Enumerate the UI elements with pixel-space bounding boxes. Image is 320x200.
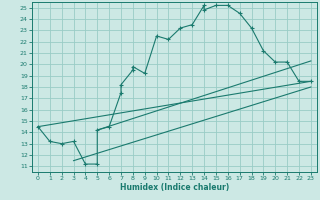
X-axis label: Humidex (Indice chaleur): Humidex (Indice chaleur) [120,183,229,192]
